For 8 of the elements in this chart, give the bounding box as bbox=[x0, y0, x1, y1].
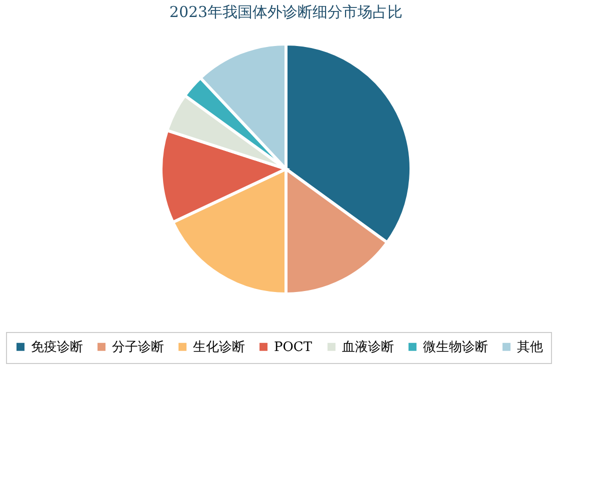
legend-label: 血液诊断 bbox=[342, 340, 394, 355]
legend-label: 微生物诊断 bbox=[423, 340, 488, 355]
legend-label: POCT bbox=[274, 340, 312, 355]
legend-label: 免疫诊断 bbox=[31, 340, 83, 355]
legend-label: 其他 bbox=[517, 340, 543, 355]
chart-title: 2023年我国体外诊断细分市场占比 bbox=[169, 3, 403, 21]
legend-label: 分子诊断 bbox=[112, 340, 164, 355]
legend-label: 生化诊断 bbox=[193, 340, 245, 355]
